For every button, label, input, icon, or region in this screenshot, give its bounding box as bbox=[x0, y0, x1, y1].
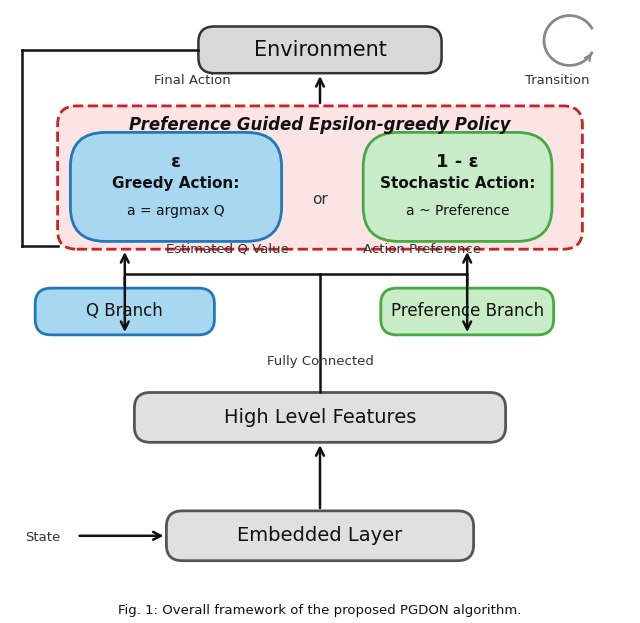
Text: High Level Features: High Level Features bbox=[224, 408, 416, 427]
Text: Final Action: Final Action bbox=[154, 75, 230, 87]
Text: or: or bbox=[312, 192, 328, 207]
Text: a ~ Preference: a ~ Preference bbox=[406, 204, 509, 217]
FancyBboxPatch shape bbox=[198, 26, 442, 73]
Text: Stochastic Action:: Stochastic Action: bbox=[380, 176, 535, 191]
FancyBboxPatch shape bbox=[166, 511, 474, 561]
Text: a = argmax Q: a = argmax Q bbox=[127, 204, 225, 217]
Text: Transition: Transition bbox=[525, 75, 589, 87]
FancyBboxPatch shape bbox=[134, 392, 506, 442]
Text: Fully Connected: Fully Connected bbox=[267, 355, 373, 368]
Text: State: State bbox=[26, 531, 61, 544]
FancyBboxPatch shape bbox=[70, 133, 282, 242]
Text: Greedy Action:: Greedy Action: bbox=[112, 176, 240, 191]
Text: Estimated Q Value: Estimated Q Value bbox=[166, 243, 289, 255]
Text: Action Preference: Action Preference bbox=[364, 243, 481, 255]
Text: Fig. 1: Overall framework of the proposed PGDON algorithm.: Fig. 1: Overall framework of the propose… bbox=[118, 604, 522, 617]
Text: Environment: Environment bbox=[253, 40, 387, 60]
FancyBboxPatch shape bbox=[35, 288, 214, 335]
FancyBboxPatch shape bbox=[381, 288, 554, 335]
Text: 1 - ε: 1 - ε bbox=[436, 153, 479, 171]
FancyBboxPatch shape bbox=[58, 106, 582, 249]
Text: Preference Branch: Preference Branch bbox=[390, 303, 544, 320]
FancyBboxPatch shape bbox=[364, 133, 552, 242]
Text: Preference Guided Epsilon-greedy Policy: Preference Guided Epsilon-greedy Policy bbox=[129, 116, 511, 133]
Text: Q Branch: Q Branch bbox=[86, 303, 163, 320]
Text: Embedded Layer: Embedded Layer bbox=[237, 526, 403, 545]
Text: ε: ε bbox=[171, 153, 181, 171]
